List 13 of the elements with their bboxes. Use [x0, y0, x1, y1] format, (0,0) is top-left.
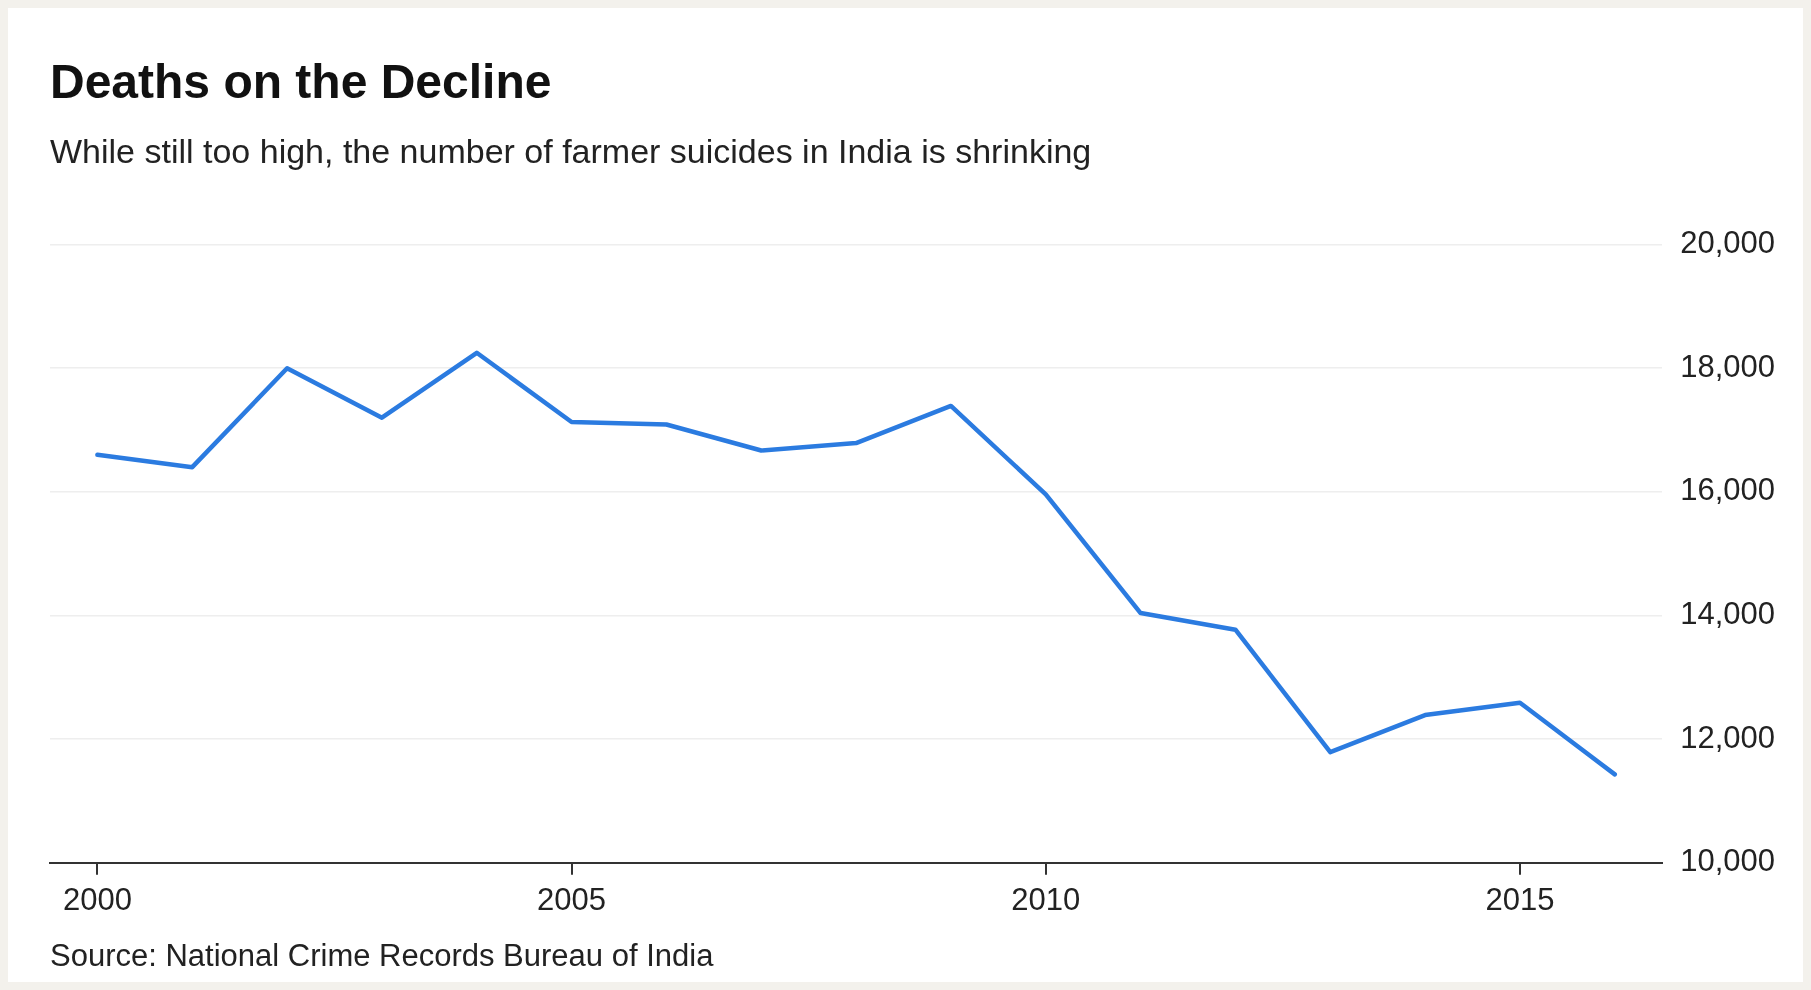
chart-subtitle: While still too high, the number of farmer suicides in India is shrinking	[50, 132, 1092, 171]
y-tick-label: 10,000	[1680, 843, 1776, 879]
y-tick-label: 18,000	[1680, 348, 1776, 384]
chart-title: Deaths on the Decline	[50, 54, 552, 109]
source-note: Source: National Crime Records Bureau of India	[50, 938, 714, 974]
x-tick-label: 2010	[1011, 881, 1081, 917]
y-tick-label: 16,000	[1680, 472, 1776, 508]
x-tick-label: 2005	[537, 881, 607, 917]
x-tick-label: 2015	[1485, 881, 1555, 917]
y-tick-label: 20,000	[1680, 225, 1776, 261]
y-tick-label: 12,000	[1680, 719, 1776, 755]
x-tick-label: 2000	[62, 881, 132, 917]
y-tick-label: 14,000	[1680, 596, 1776, 632]
